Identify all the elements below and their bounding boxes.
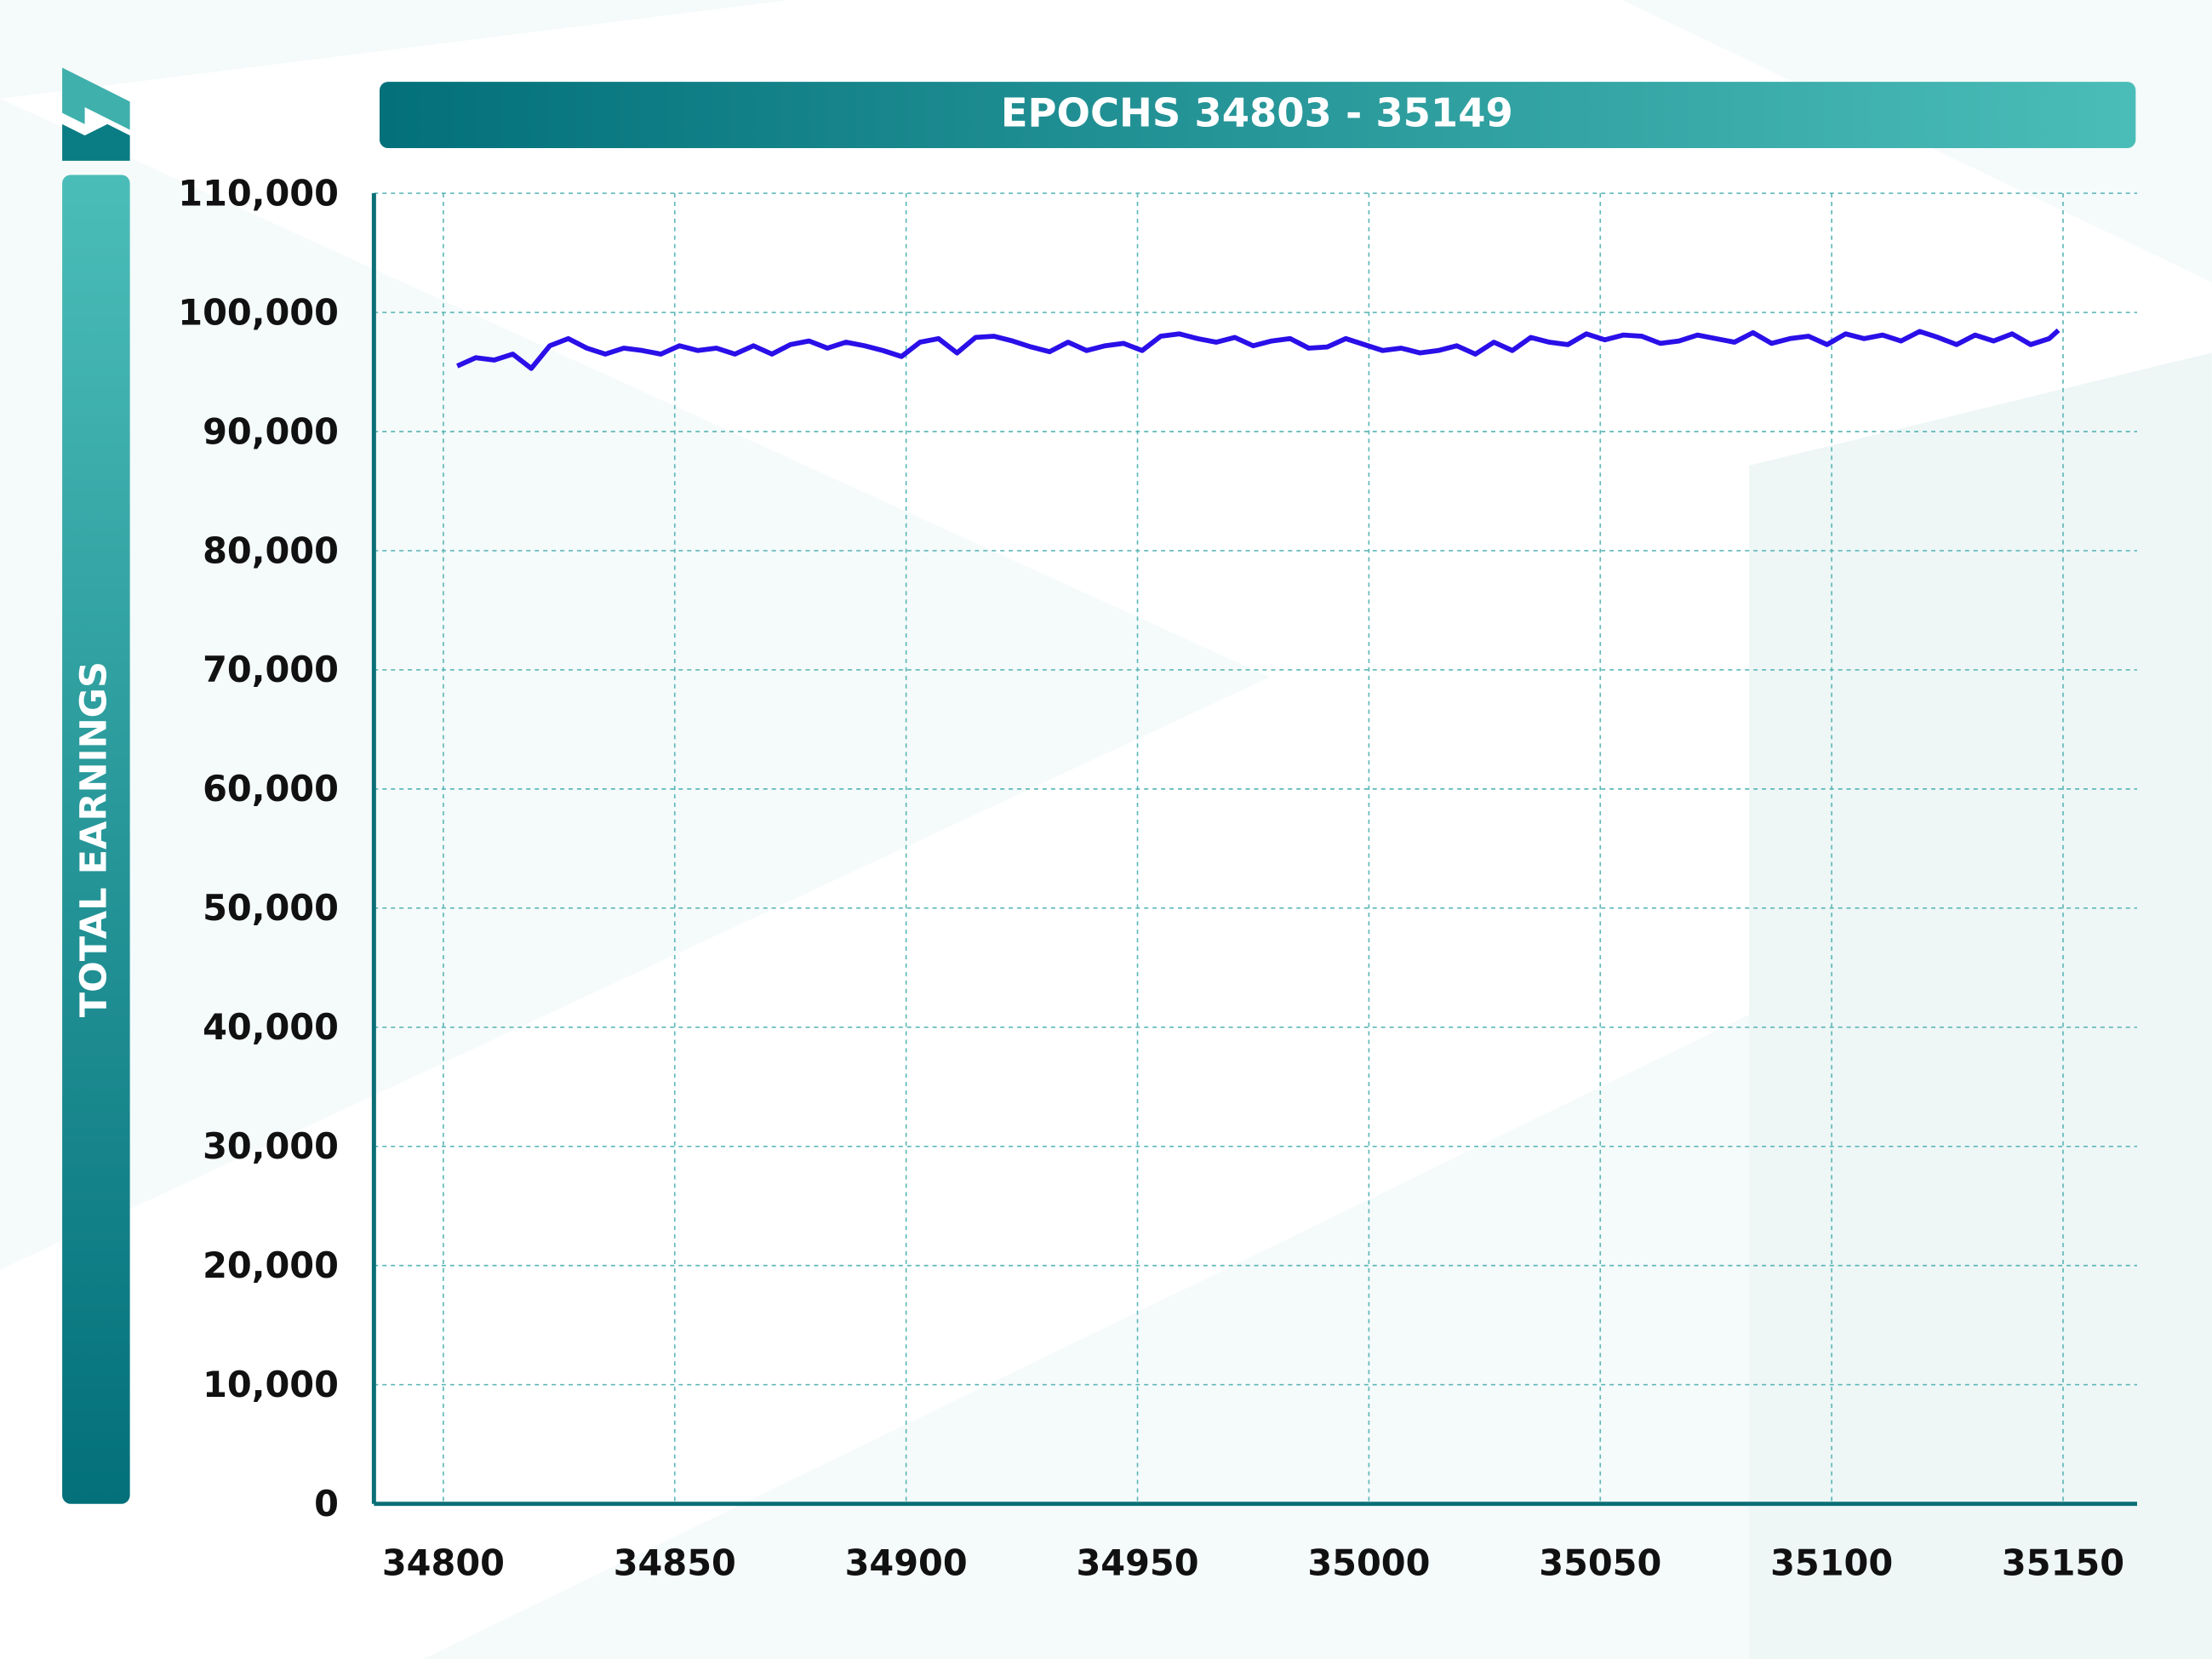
y-axis-label: TOTAL EARNINGS xyxy=(72,661,115,1017)
x-tick-label: 34900 xyxy=(845,1543,968,1584)
y-tick-label: 90,000 xyxy=(203,411,339,452)
logo xyxy=(62,67,130,161)
x-tick-label: 34850 xyxy=(614,1543,736,1584)
x-tick-label: 35000 xyxy=(1307,1543,1430,1584)
chart-title: EPOCHS 34803 - 35149 xyxy=(1001,89,1513,135)
title-bar xyxy=(379,82,2136,149)
y-tick-label: 40,000 xyxy=(203,1007,339,1048)
y-tick-label: 110,000 xyxy=(178,173,339,214)
y-tick-label: 100,000 xyxy=(178,292,339,333)
y-tick-label: 30,000 xyxy=(203,1126,339,1167)
y-tick-label: 10,000 xyxy=(203,1364,339,1405)
plot: 0 10,000 20,000 30,000 40,000 50,000 60,000 70,… xyxy=(178,173,2137,1584)
x-tick-label: 34950 xyxy=(1076,1543,1198,1584)
x-tick-label: 35150 xyxy=(2002,1543,2124,1584)
x-tick-label: 34800 xyxy=(382,1543,505,1584)
y-tick-label: 0 xyxy=(314,1484,339,1525)
y-label-bar xyxy=(62,174,130,1504)
y-tick-label: 60,000 xyxy=(203,769,339,809)
x-tick-label: 35100 xyxy=(1770,1543,1893,1584)
y-tick-label: 50,000 xyxy=(203,888,339,929)
x-tick-label: 35050 xyxy=(1539,1543,1661,1584)
data-line xyxy=(456,328,2061,371)
background-shape xyxy=(1749,352,2212,1659)
y-tick-label: 80,000 xyxy=(203,530,339,571)
y-tick-label: 70,000 xyxy=(203,649,339,690)
y-tick-label: 20,000 xyxy=(203,1245,339,1286)
